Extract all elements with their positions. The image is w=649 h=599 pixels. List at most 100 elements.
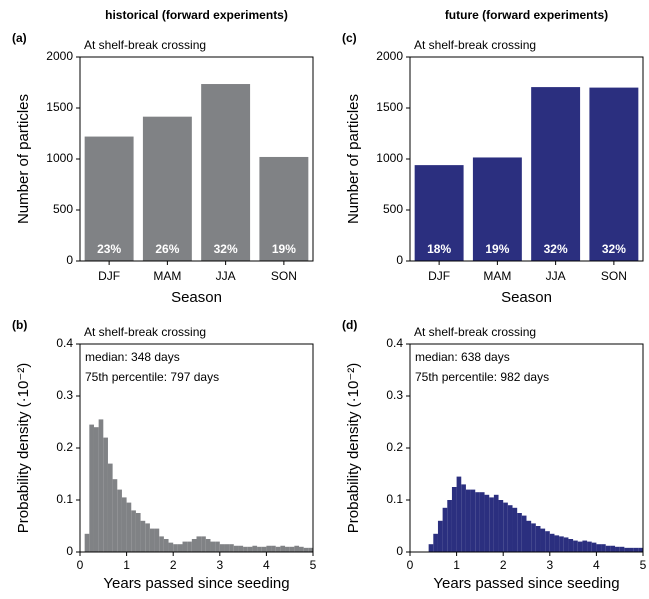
histogram-bar [596,544,602,552]
y-tick-label: 1000 [376,151,403,165]
x-tick-label: JJA [546,269,566,283]
subtitle: At shelf-break crossing [84,325,206,339]
histogram-bar [605,545,611,552]
bar [84,136,134,261]
x-tick-label: MAM [483,269,511,283]
histogram-bar [303,547,309,552]
histogram-bar [601,544,606,552]
histogram-bar [201,536,206,552]
histogram-bar [591,542,597,552]
histogram-bar [428,544,434,552]
x-tick-label: 5 [310,558,317,572]
histogram-bar [545,531,550,552]
x-tick-label: 4 [593,558,600,572]
histogram-bar [308,547,313,552]
y-tick-label: 2000 [46,49,73,63]
x-tick-label: 2 [170,558,177,572]
histogram-bar [112,479,118,552]
bar-label: 23% [97,242,121,256]
bar [472,157,522,261]
x-tick-label: JJA [216,269,236,283]
subtitle: At shelf-break crossing [84,38,206,52]
histogram-bar [437,520,443,552]
histogram-bar [154,528,160,552]
histogram-bar [210,541,216,552]
x-tick-label: 5 [640,558,647,572]
histogram-bar [224,544,230,552]
histogram-bar [243,546,248,552]
y-tick-label: 1000 [46,151,73,165]
histogram-bar [126,502,132,552]
y-tick-label: 0 [66,544,73,558]
bar-label: 26% [155,242,179,256]
histogram-bar [233,545,239,552]
histogram-bar [456,476,462,552]
histogram-bar [159,536,164,552]
panel-label: (c) [342,31,357,45]
panel-label: (b) [12,318,27,332]
histogram-bar [489,497,494,552]
x-axis-label: Years passed since seeding [103,575,289,592]
y-tick-label: 2000 [376,49,403,63]
histogram-bar [484,494,490,552]
histogram-bar [238,545,244,552]
y-tick-label: 0 [66,253,73,267]
y-axis-label: Probability density (·10⁻²) [345,363,362,533]
histogram-bar [559,536,564,552]
histogram-bar [568,539,574,552]
histogram-bar [507,505,513,552]
x-axis-label: Season [171,289,222,306]
histogram-bar [521,515,527,552]
x-tick-label: 3 [546,558,553,572]
plot-frame [79,343,314,553]
x-axis-label: Years passed since seeding [433,575,619,592]
histogram-bar [577,541,583,552]
histogram-bar [131,510,136,552]
plot-frame [409,343,644,553]
x-tick-label: 1 [453,558,460,572]
histogram-bar [610,545,616,552]
bar-label: 32% [602,242,626,256]
annotation: 75th percentile: 982 days [415,370,549,384]
histogram-bar [89,424,94,552]
histogram-bar [261,546,267,552]
histogram-bar [512,507,518,552]
histogram-bar [252,545,258,552]
histogram-bar [294,545,300,552]
bar [201,84,251,261]
histogram-bar [465,489,471,552]
bar-label: 18% [427,242,451,256]
x-tick-label: DJF [428,269,450,283]
histogram-bar [540,528,546,552]
histogram-bar [135,513,141,552]
histogram-bar [587,541,592,552]
histogram-bar [215,541,220,552]
histogram-bar [526,520,532,552]
annotation: median: 348 days [85,350,180,364]
histogram-bar [624,547,630,552]
y-tick-label: 1500 [46,100,73,114]
annotation: 75th percentile: 797 days [85,370,219,384]
bar [589,87,639,261]
histogram-bar [145,523,150,552]
bar-label: 19% [485,242,509,256]
histogram-bar [451,487,457,552]
histogram-bar [117,489,122,552]
histogram-bar [98,419,104,552]
y-tick-label: 0.1 [56,492,73,506]
histogram-bar [271,545,276,552]
histogram-bar [140,520,146,552]
annotation: median: 638 days [415,350,510,364]
bar-label: 32% [214,242,238,256]
bar [414,165,464,261]
histogram-bar [93,427,99,552]
y-axis-label: Probability density (·10⁻²) [15,363,32,533]
plot-frame [409,56,644,262]
histogram-bar [638,547,643,552]
histogram-bar [205,539,211,552]
histogram-bar [549,533,555,552]
panel-label: (d) [342,318,357,332]
y-tick-label: 0.4 [386,336,403,350]
y-tick-label: 500 [53,202,73,216]
histogram-bar [470,489,476,552]
